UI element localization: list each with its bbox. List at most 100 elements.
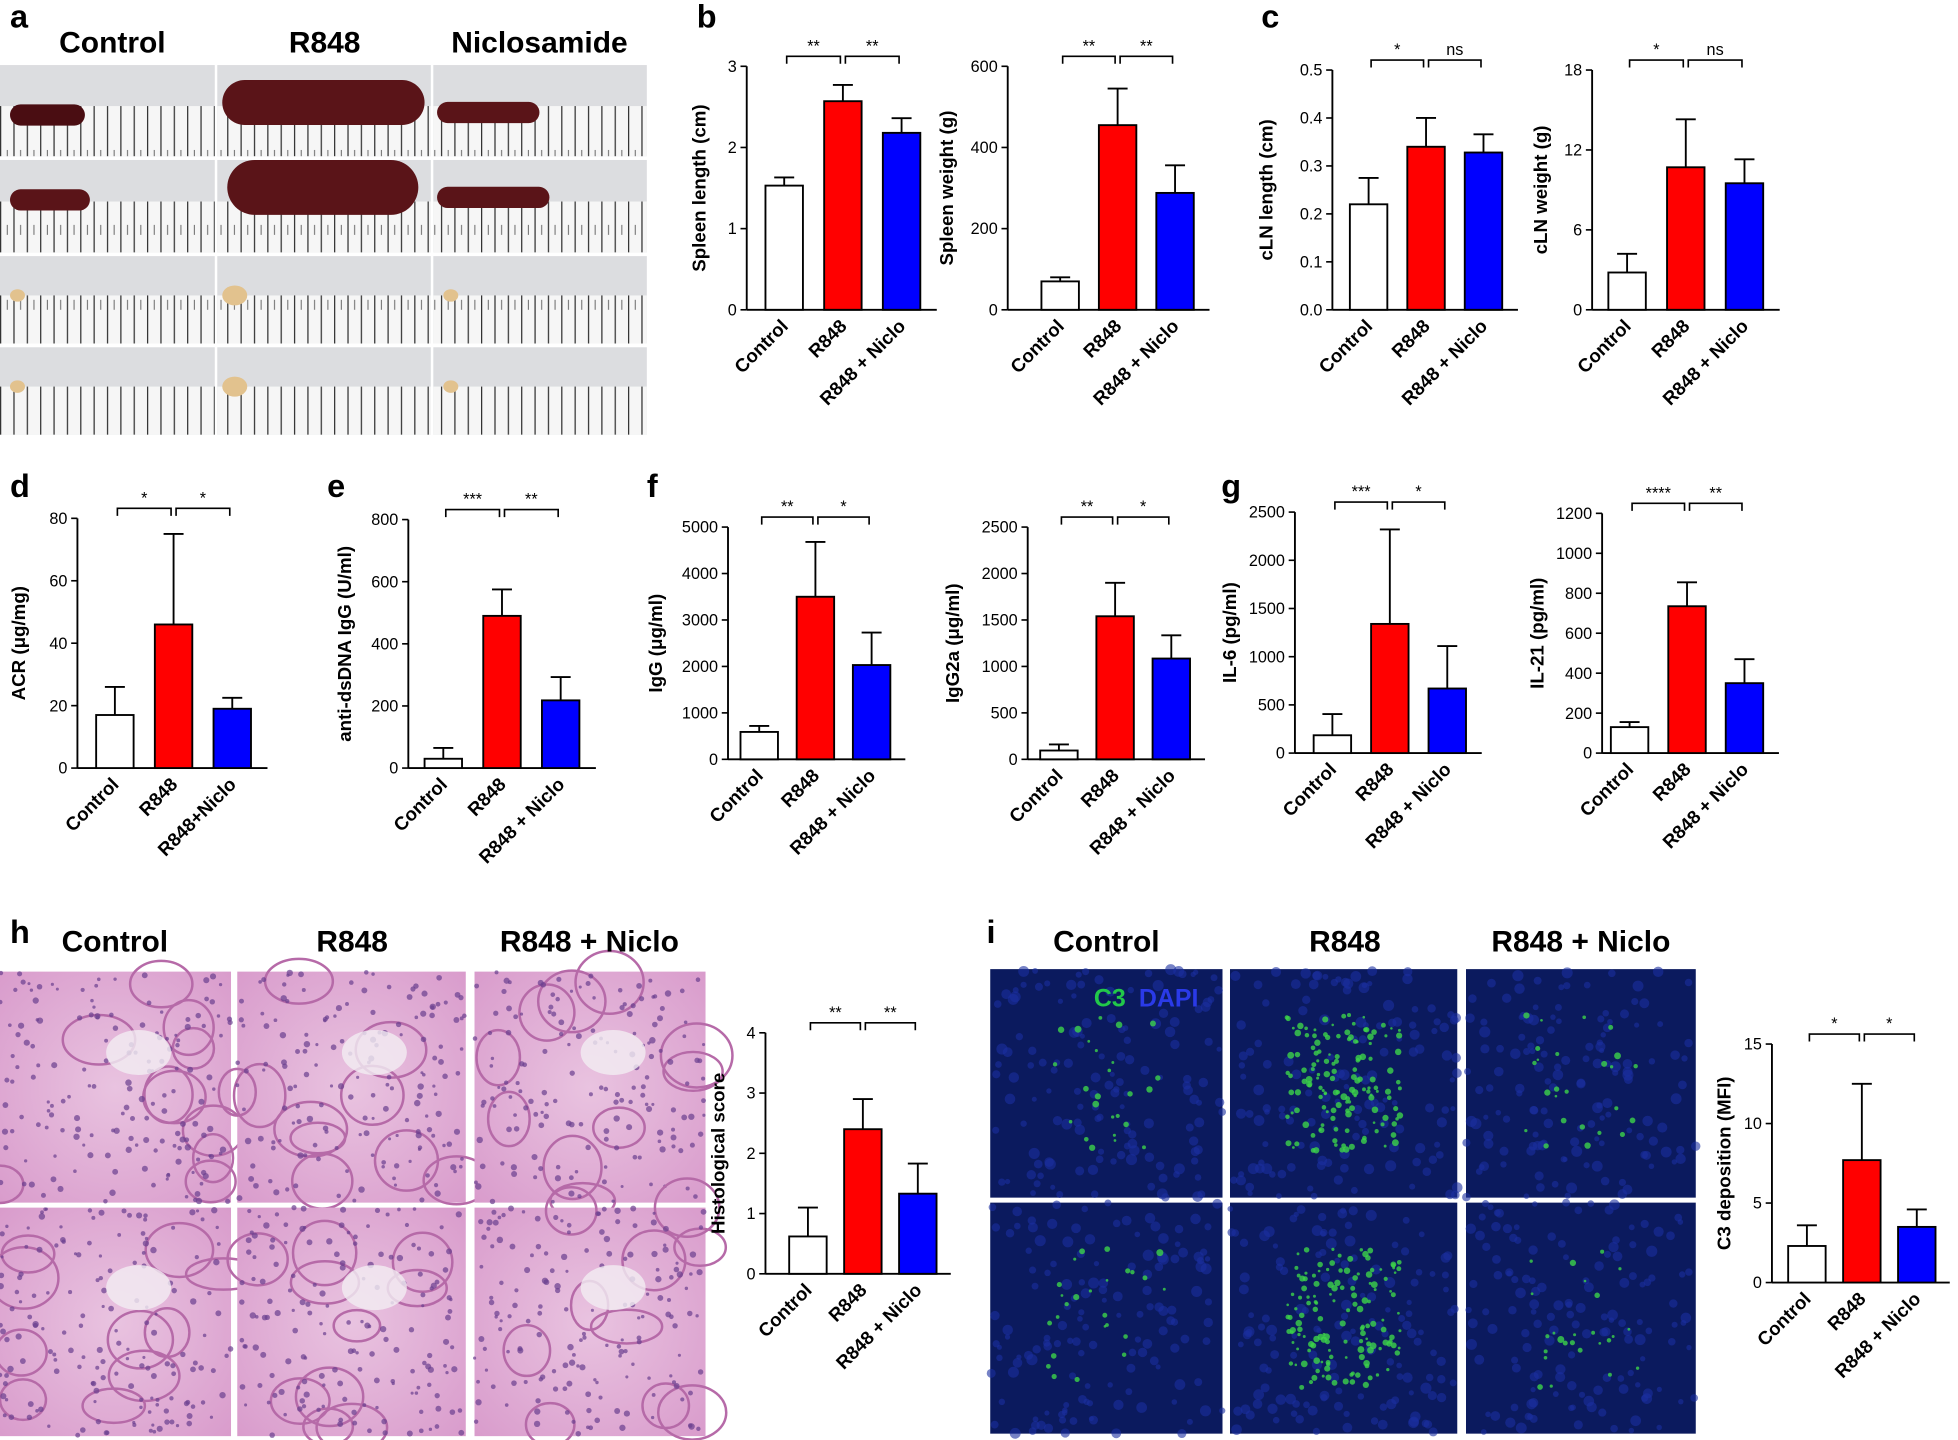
nucleus — [426, 1126, 433, 1133]
c3-signal — [1367, 1086, 1371, 1090]
dapi — [1382, 1097, 1388, 1103]
spleen — [9, 104, 85, 126]
dapi — [1140, 1065, 1150, 1075]
bar — [1607, 271, 1647, 311]
nucleus — [48, 1112, 55, 1118]
nucleus — [479, 1163, 486, 1170]
y-tick-label: 15 — [1744, 1036, 1762, 1054]
dapi — [1128, 1348, 1137, 1357]
nucleus — [618, 1354, 622, 1358]
nucleus — [218, 983, 223, 987]
c3-signal — [1094, 1093, 1101, 1100]
dapi — [1510, 1048, 1521, 1060]
nucleus — [120, 1111, 125, 1116]
dapi — [1204, 1223, 1212, 1231]
dapi — [1648, 1058, 1656, 1065]
y-tick-label: 2000 — [982, 565, 1018, 583]
nucleus — [171, 1287, 177, 1294]
nucleus — [381, 1418, 387, 1425]
c3-signal — [1362, 1087, 1366, 1092]
nucleus — [301, 988, 306, 993]
bar — [739, 730, 779, 761]
dapi — [1414, 1142, 1426, 1154]
nucleus — [170, 1363, 176, 1369]
dapi — [1405, 1310, 1413, 1318]
nucleus — [35, 1409, 39, 1413]
dapi — [1084, 1383, 1091, 1389]
nucleus — [382, 1430, 388, 1436]
nucleus — [647, 1376, 651, 1380]
nucleus — [239, 1337, 245, 1343]
nucleus — [345, 1002, 349, 1006]
c3-signal — [1302, 1121, 1310, 1129]
nucleus — [588, 1092, 593, 1097]
dapi — [1290, 1351, 1298, 1359]
nucleus — [558, 1031, 564, 1037]
nucleus — [415, 1132, 422, 1139]
dapi — [1167, 1305, 1177, 1315]
nucleus — [101, 1304, 105, 1309]
nucleus — [301, 1404, 307, 1409]
nucleus — [98, 1209, 105, 1216]
dapi — [1359, 1292, 1366, 1299]
dapi — [1004, 1334, 1011, 1340]
nucleus — [478, 1336, 485, 1342]
nucleus — [0, 1179, 4, 1186]
c3-signal — [1313, 1280, 1320, 1287]
nucleus — [112, 1025, 119, 1031]
dapi — [1475, 1230, 1485, 1241]
nucleus — [658, 1048, 663, 1053]
dapi — [1608, 969, 1616, 978]
dapi — [1262, 999, 1270, 1007]
nucleus — [555, 996, 560, 1002]
c3-signal — [1358, 1338, 1364, 1344]
nucleus — [603, 1136, 609, 1142]
c3-signal — [1317, 1315, 1324, 1322]
c3-signal — [1543, 1143, 1549, 1149]
lumen — [341, 1029, 407, 1075]
nucleus — [47, 1349, 53, 1355]
nucleus — [501, 1086, 507, 1092]
dapi — [1656, 1424, 1662, 1431]
dapi — [1685, 1268, 1693, 1276]
nucleus — [235, 1083, 240, 1088]
dapi — [1350, 1336, 1361, 1346]
dapi — [1340, 1312, 1349, 1320]
y-tick-label: 3 — [728, 58, 737, 76]
nucleus — [506, 1005, 512, 1012]
nucleus — [619, 1097, 625, 1103]
dapi — [1652, 966, 1664, 978]
photo-header: R848 + Niclo — [1491, 926, 1670, 959]
nucleus — [194, 1255, 199, 1260]
nucleus — [172, 1143, 177, 1148]
dapi — [1483, 1138, 1494, 1149]
dapi — [1529, 1105, 1538, 1115]
nucleus — [163, 1408, 169, 1414]
nucleus — [179, 1136, 186, 1143]
dapi — [1007, 993, 1019, 1005]
nucleus — [685, 1186, 690, 1191]
dapi — [1002, 1047, 1013, 1058]
nucleus — [616, 1344, 622, 1349]
dapi — [1192, 1191, 1203, 1202]
c3-signal — [1304, 1271, 1308, 1275]
bar — [1095, 615, 1135, 761]
dapi — [1429, 1271, 1436, 1277]
c3-signal — [1321, 1374, 1325, 1378]
nucleus — [670, 1134, 677, 1141]
dapi — [1277, 1169, 1287, 1179]
dapi — [1676, 1145, 1685, 1155]
photo-header: Control — [1053, 926, 1159, 959]
dapi — [1441, 1050, 1453, 1061]
dapi — [1582, 1055, 1590, 1063]
c3-signal — [1103, 1324, 1107, 1328]
nucleus — [312, 1282, 317, 1287]
dapi — [1263, 1226, 1275, 1238]
glomerulus — [502, 1323, 552, 1378]
nucleus — [269, 1432, 275, 1438]
nucleus — [155, 1397, 160, 1402]
nucleus — [425, 1173, 430, 1178]
bar — [1406, 145, 1446, 311]
dapi — [1113, 1399, 1124, 1410]
